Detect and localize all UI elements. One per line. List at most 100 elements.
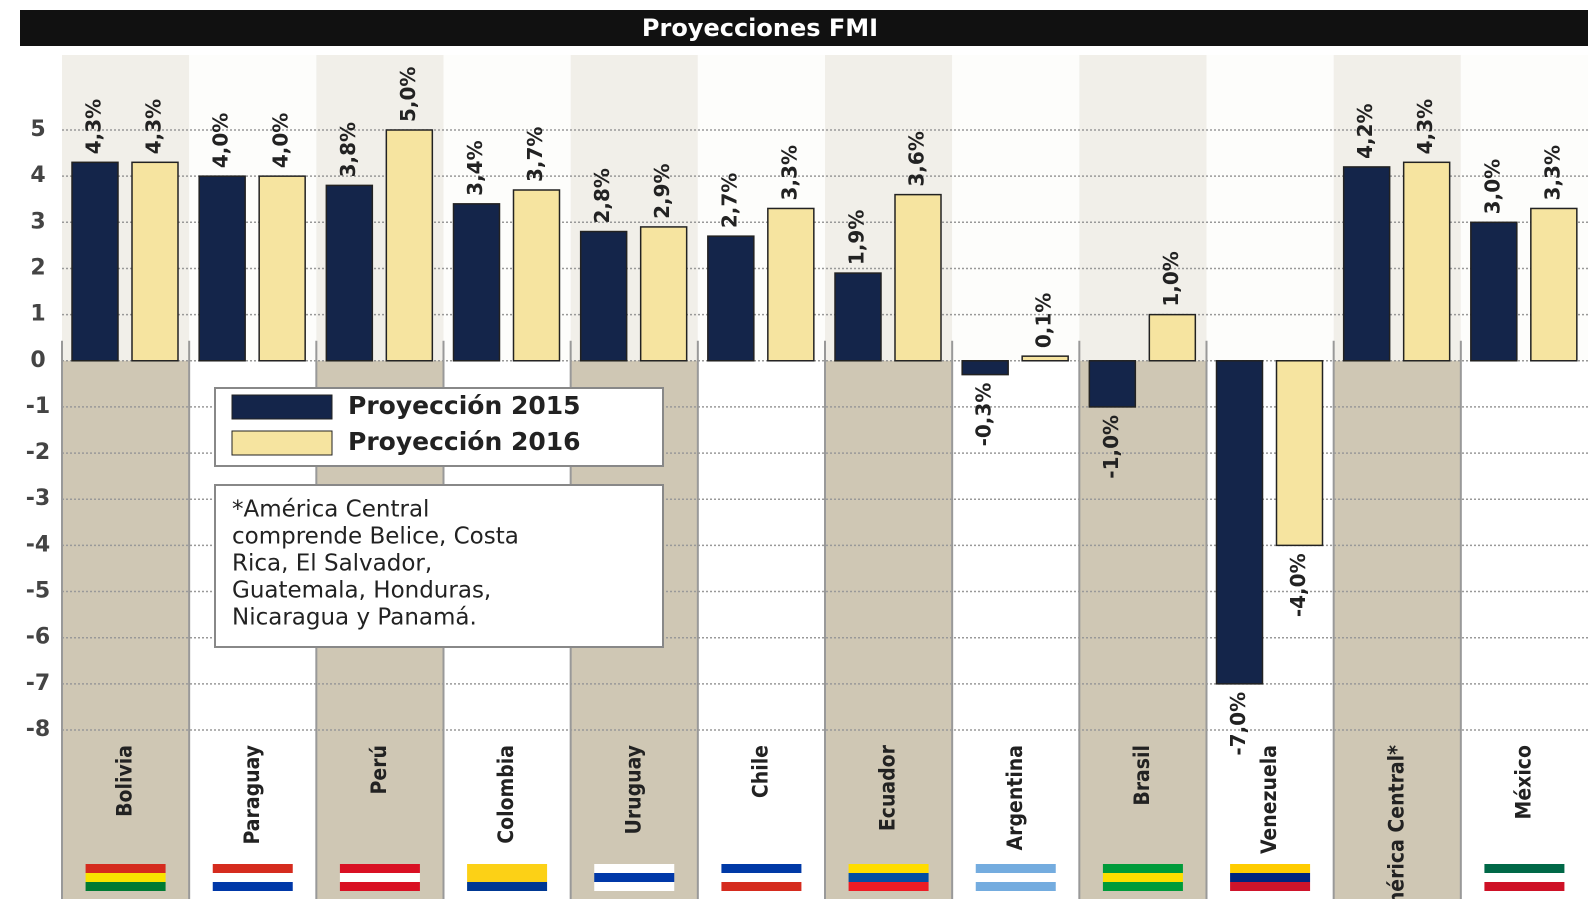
flag-stripe [848,864,929,873]
flag-stripe [212,864,293,873]
legend: Proyección 2015 Proyección 2016 [214,387,664,467]
flag-stripe [975,882,1056,891]
note-box [214,484,664,648]
y-tick-label: -6 [26,625,50,650]
value-label: 4,3% [1413,99,1437,154]
value-label: 4,2% [1353,103,1377,158]
bar [1342,166,1391,362]
value-label: 1,0% [1159,251,1183,306]
value-label: -0,3% [972,383,996,447]
y-tick-label: -4 [26,532,50,557]
bar [894,193,942,362]
column-bottom [697,360,825,899]
flag-stripe [85,873,166,882]
y-tick-label: 0 [30,348,45,373]
value-label: 1,9% [845,210,869,265]
y-tick-label: 4 [30,163,45,188]
value-label: 5,0% [396,67,420,122]
legend-label: Proyección 2016 [348,427,581,456]
x-tick-label: Uruguay [621,745,645,835]
legend-swatch [231,394,333,420]
flag-stripe [1484,873,1565,882]
bar [767,207,815,362]
flag-stripe [339,873,420,882]
x-tick-label: Argentina [1003,745,1027,850]
column-top [1206,55,1334,361]
bar [1215,360,1264,685]
x-tick-label: América Central* [1384,745,1408,899]
bar [198,175,246,362]
y-tick-label: 5 [30,117,45,142]
y-tick-label: -8 [26,717,50,742]
bar [1148,313,1197,362]
column-top [1079,55,1207,361]
bar [834,272,882,362]
title-bar [20,10,1588,46]
value-label: 4,3% [142,99,166,154]
bar [1402,161,1451,362]
note-line: Guatemala, Honduras, [232,578,491,604]
flag-stripe [594,864,675,873]
value-label: 2,8% [590,168,614,223]
flag-stripe [85,864,166,873]
x-tick-label: Venezuela [1257,745,1281,854]
flag-stripe [975,864,1056,873]
y-tick-label: -7 [26,671,50,696]
x-tick-label: Paraguay [240,745,264,844]
bar [1021,355,1069,362]
column-bottom [1460,360,1588,899]
x-tick-label: Perú [367,745,391,794]
column-bottom [952,360,1080,899]
value-label: 3,3% [777,145,801,200]
x-tick-label: Ecuador [876,744,900,831]
flag-stripe [721,882,802,891]
value-label: 3,7% [523,127,547,182]
bar [325,184,374,362]
x-tick-label: Brasil [1130,745,1154,806]
y-tick-label: 3 [30,209,45,234]
legend-swatch [231,430,333,456]
bar [1530,207,1578,362]
bar [131,161,179,362]
flag-stripe [467,873,548,882]
value-label: 4,0% [269,113,293,168]
value-label: 4,0% [209,113,233,168]
value-label: 2,7% [717,173,741,228]
x-tick-label: Chile [748,745,772,798]
column-bottom [825,360,953,899]
flag-stripe [467,864,548,873]
y-tick-label: -3 [26,486,50,511]
flag-stripe [721,864,802,873]
chart-title: Proyecciones FMI [642,14,878,42]
note-line: comprende Belice, Costa [232,524,519,550]
flag-stripe [212,873,293,882]
note-line: *América Central [232,497,429,523]
value-label: -4,0% [1286,553,1310,617]
flag-stripe [1230,882,1311,891]
flag-stripe [212,882,293,891]
value-label: 3,3% [1540,145,1564,200]
y-tick-label: -5 [26,579,50,604]
value-label: -1,0% [1099,415,1123,479]
flag-stripe [975,873,1056,882]
flag-stripe [1102,864,1183,873]
flag-stripe [1102,882,1183,891]
column-top [952,55,1080,361]
column-bottom [1333,360,1461,899]
bar [1470,221,1518,362]
y-tick-label: 1 [30,302,45,327]
column-bottom [62,360,190,899]
flag-stripe [848,873,929,882]
bar [512,189,561,362]
y-tick-label: -1 [26,394,50,419]
flag-stripe [339,882,420,891]
value-label: -7,0% [1226,692,1250,756]
value-label: 3,0% [1480,159,1504,214]
bar [385,129,434,362]
flag-stripe [1484,882,1565,891]
flag-stripe [1230,864,1311,873]
flag-stripe [1102,873,1183,882]
column-bottom [1079,360,1207,899]
flag-stripe [85,882,166,891]
